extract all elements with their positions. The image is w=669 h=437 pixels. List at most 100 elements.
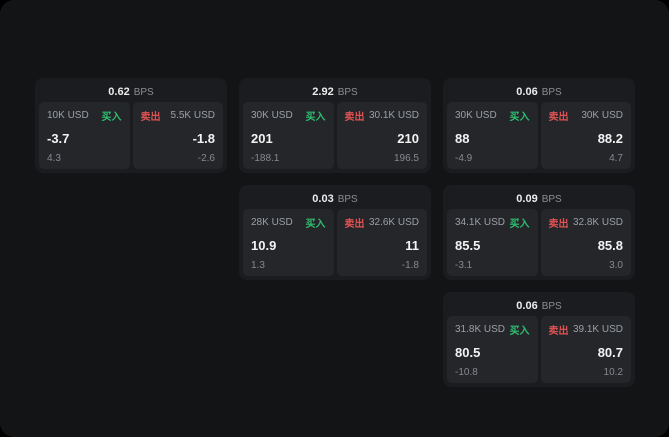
quote-panels: 30K USD 买入 201 -188.1 卖出 30.1K USD 210 1… xyxy=(243,102,427,169)
quote-card: 2.92 BPS 30K USD 买入 201 -188.1 卖出 30.1K … xyxy=(239,78,431,173)
buy-amount: 28K USD xyxy=(251,217,293,228)
buy-delta: -3.1 xyxy=(455,260,473,271)
sell-amount: 32.8K USD xyxy=(572,217,623,228)
bps-unit: BPS xyxy=(133,86,154,98)
bps-unit: BPS xyxy=(541,300,562,312)
buy-price: -3.7 xyxy=(47,130,70,146)
buy-label: 买入 xyxy=(305,112,326,123)
sell-panel[interactable]: 卖出 30K USD 88.2 4.7 xyxy=(540,102,631,169)
sell-price: 11 xyxy=(405,237,419,253)
sell-price: 210 xyxy=(397,130,419,146)
sell-amount: 30K USD xyxy=(581,110,623,121)
buy-panel-top: 31.8K USD 买入 xyxy=(455,322,530,337)
card-header: 0.06 BPS xyxy=(447,296,631,316)
sell-panel-top: 卖出 32.6K USD xyxy=(345,215,420,230)
quote-card: 0.09 BPS 34.1K USD 买入 85.5 -3.1 卖出 32.8K… xyxy=(443,185,635,280)
sell-delta: 196.5 xyxy=(393,153,419,164)
buy-label: 买入 xyxy=(305,219,326,230)
card-header: 2.92 BPS xyxy=(243,82,427,102)
buy-amount: 30K USD xyxy=(455,110,497,121)
bps-value: 0.09 xyxy=(516,193,538,205)
bps-value: 2.92 xyxy=(312,86,334,98)
sell-delta: -1.8 xyxy=(401,260,419,271)
bps-value: 0.03 xyxy=(312,193,334,205)
sell-amount: 30.1K USD xyxy=(368,110,419,121)
buy-price: 85.5 xyxy=(455,237,481,253)
sell-delta: 4.7 xyxy=(609,153,623,164)
sell-price: 88.2 xyxy=(597,130,623,146)
buy-label: 买入 xyxy=(101,112,122,123)
sell-panel-top: 卖出 30.1K USD xyxy=(345,108,420,123)
bps-unit: BPS xyxy=(337,86,358,98)
quote-card: 0.03 BPS 28K USD 买入 10.9 1.3 卖出 32.6K US… xyxy=(239,185,431,280)
bps-unit: BPS xyxy=(337,193,358,205)
sell-amount: 32.6K USD xyxy=(368,217,419,228)
sell-panel[interactable]: 卖出 32.8K USD 85.8 3.0 xyxy=(540,209,631,276)
buy-price: 88 xyxy=(455,130,470,146)
buy-amount: 34.1K USD xyxy=(455,217,506,228)
quotes-grid: 0.62 BPS 10K USD 买入 -3.7 4.3 卖出 5.5K USD… xyxy=(35,78,635,387)
buy-panel[interactable]: 31.8K USD 买入 80.5 -10.8 xyxy=(447,316,538,383)
sell-panel-top: 卖出 5.5K USD xyxy=(141,108,216,123)
sell-price: -1.8 xyxy=(192,130,215,146)
buy-panel[interactable]: 30K USD 买入 88 -4.9 xyxy=(447,102,538,169)
card-header: 0.06 BPS xyxy=(447,82,631,102)
quote-panels: 31.8K USD 买入 80.5 -10.8 卖出 39.1K USD 80.… xyxy=(447,316,631,383)
buy-panel[interactable]: 34.1K USD 买入 85.5 -3.1 xyxy=(447,209,538,276)
sell-label: 卖出 xyxy=(140,112,161,123)
buy-panel[interactable]: 28K USD 买入 10.9 1.3 xyxy=(243,209,334,276)
buy-delta: 1.3 xyxy=(251,260,265,271)
buy-panel-top: 30K USD 买入 xyxy=(251,108,326,123)
card-header: 0.03 BPS xyxy=(243,189,427,209)
quote-panels: 28K USD 买入 10.9 1.3 卖出 32.6K USD 11 -1.8 xyxy=(243,209,427,276)
quote-card: 0.06 BPS 30K USD 买入 88 -4.9 卖出 30K USD 8… xyxy=(443,78,635,173)
sell-delta: -2.6 xyxy=(197,153,215,164)
sell-label: 卖出 xyxy=(344,219,365,230)
quote-card: 0.06 BPS 31.8K USD 买入 80.5 -10.8 卖出 39.1… xyxy=(443,292,635,387)
buy-delta: -188.1 xyxy=(251,153,280,164)
buy-delta: 4.3 xyxy=(47,153,61,164)
buy-price: 10.9 xyxy=(251,237,277,253)
sell-panel-top: 卖出 39.1K USD xyxy=(549,322,624,337)
buy-panel-top: 34.1K USD 买入 xyxy=(455,215,530,230)
sell-panel[interactable]: 卖出 39.1K USD 80.7 10.2 xyxy=(540,316,631,383)
buy-label: 买入 xyxy=(509,326,530,337)
sell-panel[interactable]: 卖出 32.6K USD 11 -1.8 xyxy=(336,209,427,276)
sell-amount: 5.5K USD xyxy=(170,110,215,121)
sell-panel[interactable]: 卖出 30.1K USD 210 196.5 xyxy=(336,102,427,169)
buy-price: 80.5 xyxy=(455,344,481,360)
bps-value: 0.06 xyxy=(516,300,538,312)
buy-amount: 31.8K USD xyxy=(455,324,506,335)
sell-label: 卖出 xyxy=(548,112,569,123)
sell-label: 卖出 xyxy=(548,219,569,230)
bps-unit: BPS xyxy=(541,193,562,205)
card-header: 0.09 BPS xyxy=(447,189,631,209)
buy-panel-top: 28K USD 买入 xyxy=(251,215,326,230)
sell-amount: 39.1K USD xyxy=(572,324,623,335)
card-header: 0.62 BPS xyxy=(39,82,223,102)
bps-value: 0.06 xyxy=(516,86,538,98)
buy-label: 买入 xyxy=(509,112,530,123)
sell-price: 85.8 xyxy=(597,237,623,253)
buy-panel[interactable]: 30K USD 买入 201 -188.1 xyxy=(243,102,334,169)
sell-delta: 10.2 xyxy=(603,367,623,378)
buy-amount: 10K USD xyxy=(47,110,89,121)
sell-panel[interactable]: 卖出 5.5K USD -1.8 -2.6 xyxy=(132,102,223,169)
buy-delta: -10.8 xyxy=(455,367,478,378)
quote-panels: 30K USD 买入 88 -4.9 卖出 30K USD 88.2 4.7 xyxy=(447,102,631,169)
sell-panel-top: 卖出 30K USD xyxy=(549,108,624,123)
buy-delta: -4.9 xyxy=(455,153,473,164)
sell-panel-top: 卖出 32.8K USD xyxy=(549,215,624,230)
sell-label: 卖出 xyxy=(548,326,569,337)
bps-unit: BPS xyxy=(541,86,562,98)
buy-panel-top: 30K USD 买入 xyxy=(455,108,530,123)
buy-panel[interactable]: 10K USD 买入 -3.7 4.3 xyxy=(39,102,130,169)
sell-delta: 3.0 xyxy=(609,260,623,271)
buy-amount: 30K USD xyxy=(251,110,293,121)
quote-panels: 10K USD 买入 -3.7 4.3 卖出 5.5K USD -1.8 -2.… xyxy=(39,102,223,169)
sell-price: 80.7 xyxy=(597,344,623,360)
buy-label: 买入 xyxy=(509,219,530,230)
bps-value: 0.62 xyxy=(108,86,130,98)
buy-panel-top: 10K USD 买入 xyxy=(47,108,122,123)
